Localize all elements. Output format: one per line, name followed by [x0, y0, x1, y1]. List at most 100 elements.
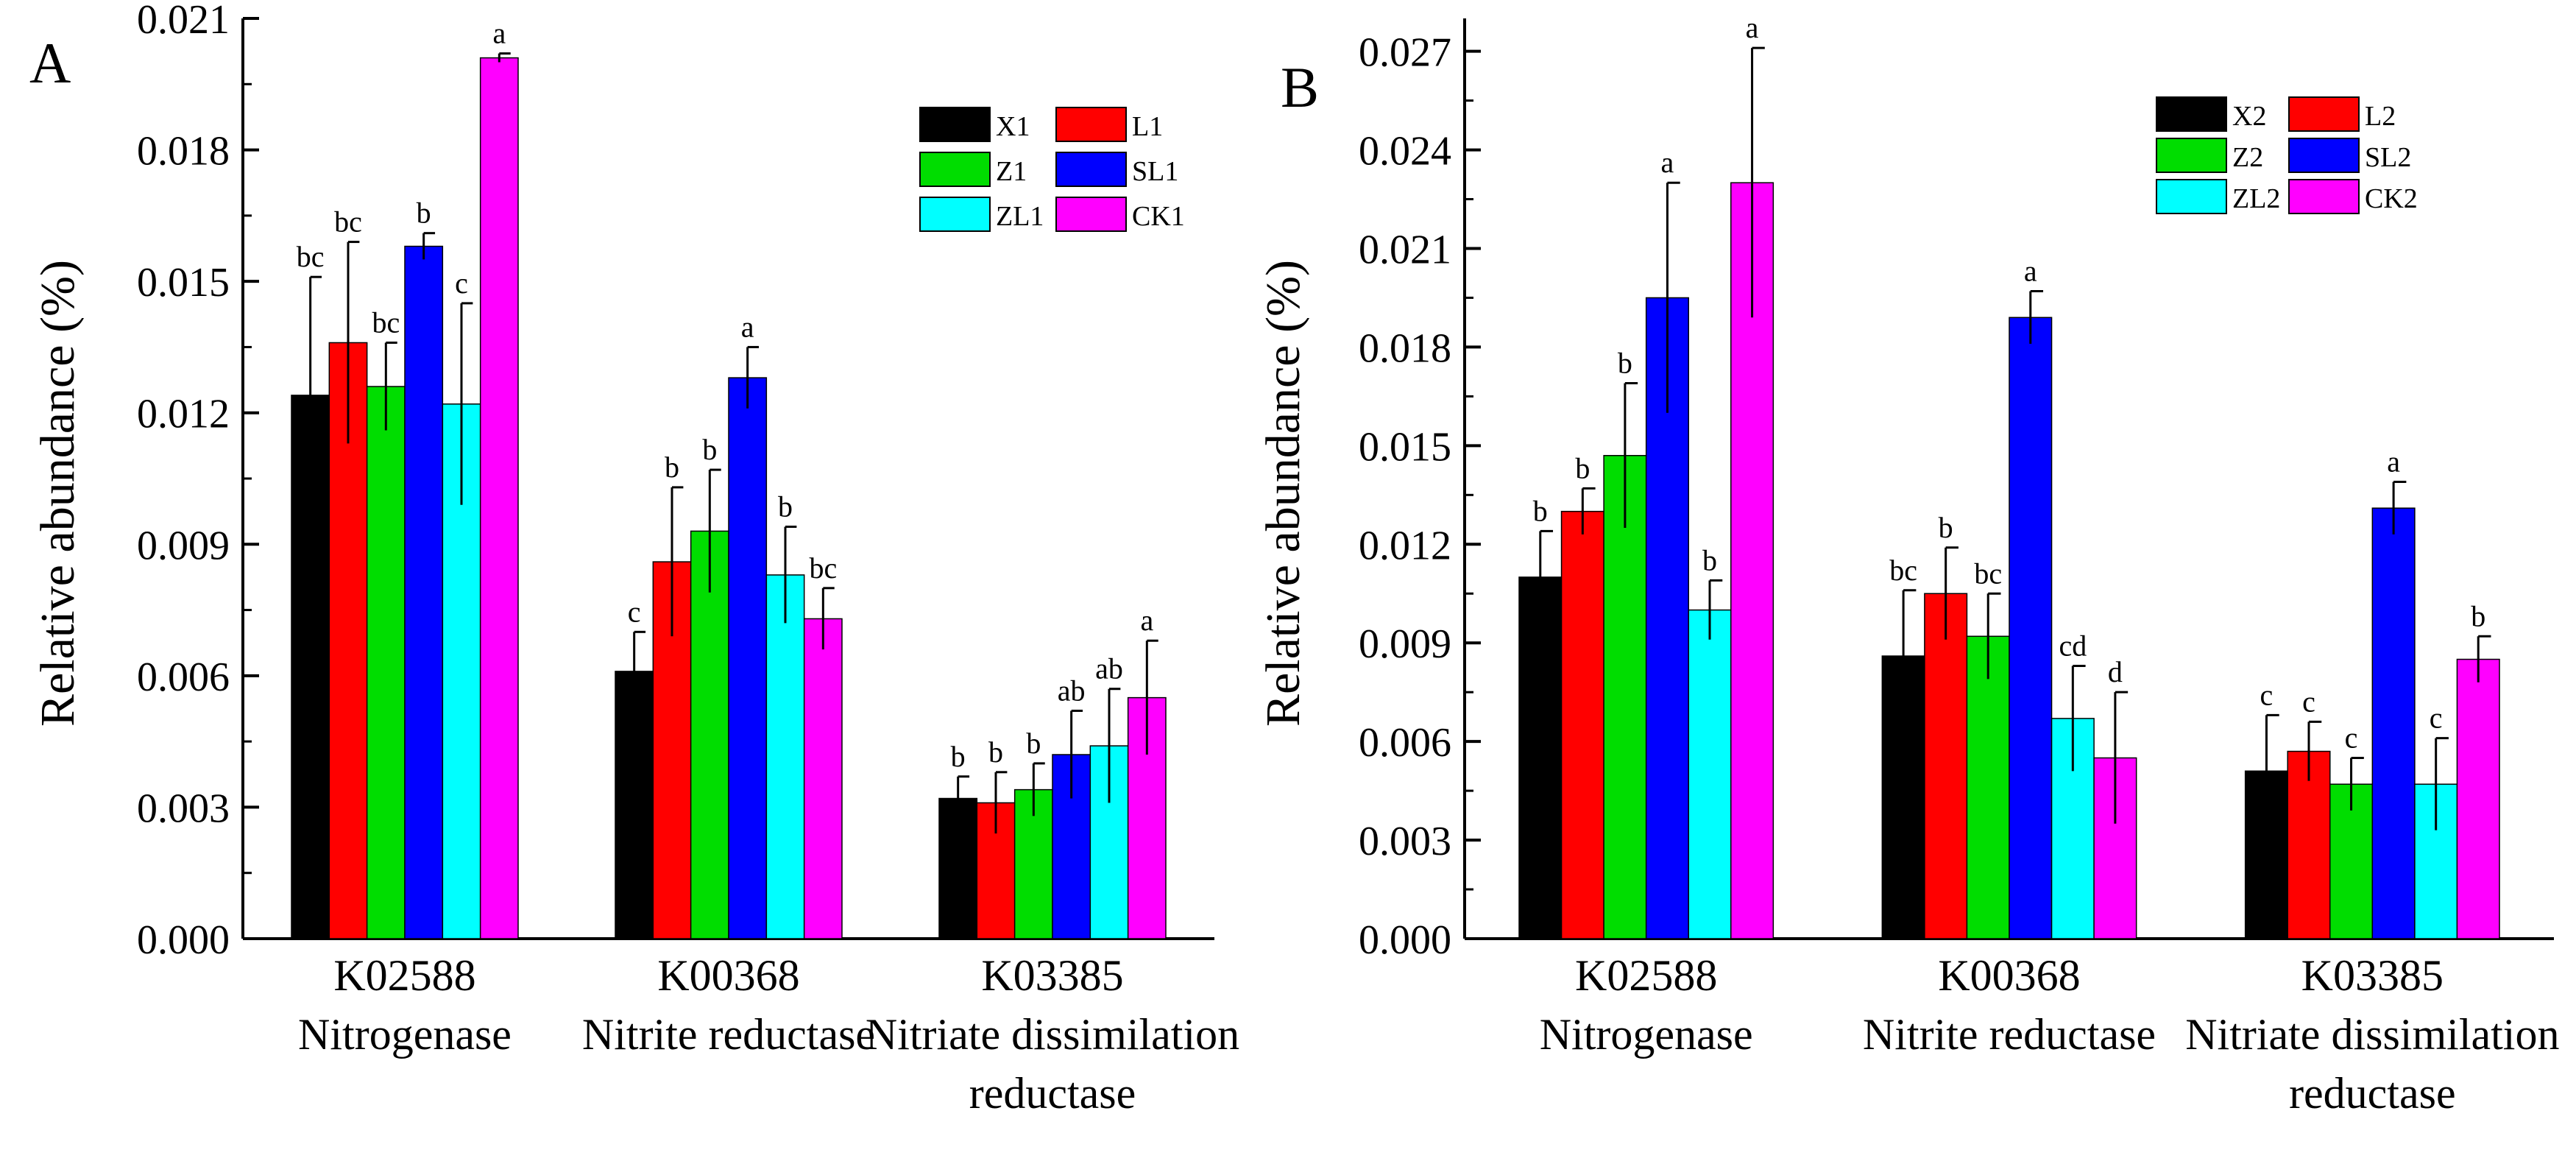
significance-label: c — [2345, 721, 2358, 754]
bar-l2-k00368 — [1924, 593, 1968, 939]
legend-label: X1 — [996, 111, 1030, 142]
significance-label: b — [702, 433, 717, 466]
significance-label: bc — [1889, 554, 1917, 587]
significance-label: b — [778, 490, 793, 523]
legend-label: SL2 — [2365, 142, 2411, 173]
significance-label: a — [2024, 255, 2037, 288]
y-tick-label: 0.009 — [1359, 621, 1451, 667]
y-tick-label: 0.015 — [1359, 424, 1451, 470]
significance-label: bc — [809, 551, 837, 585]
significance-label: d — [2108, 655, 2123, 688]
significance-label: b — [417, 197, 431, 230]
y-tick-label: 0.006 — [137, 654, 230, 700]
x-tick-label-name: reductase — [969, 1069, 1136, 1118]
panel-label: B — [1281, 55, 1319, 119]
y-tick-label: 0.018 — [1359, 325, 1451, 371]
bar-zl2-k00368 — [2050, 718, 2095, 939]
x-tick-label-name: Nitrite reductase — [1863, 1010, 2156, 1059]
legend-swatch-zl1 — [919, 197, 991, 232]
legend-label: ZL1 — [996, 201, 1044, 232]
legend-label: Z2 — [2232, 142, 2263, 173]
legend-label: L2 — [2365, 101, 2396, 132]
panel-label: A — [29, 31, 71, 95]
significance-label: c — [628, 595, 641, 628]
y-axis-title: Relative abundance (%) — [1256, 260, 1310, 727]
y-tick-label: 0.024 — [1359, 129, 1451, 174]
y-tick-label: 0.012 — [137, 392, 230, 437]
y-tick-label: 0.027 — [1359, 30, 1451, 76]
significance-label: a — [2387, 445, 2400, 478]
y-tick-label: 0.021 — [137, 0, 230, 43]
legend-swatch-z2 — [2156, 138, 2227, 173]
significance-label: a — [741, 310, 754, 343]
x-tick-label-code: K02588 — [1575, 951, 1717, 1000]
legend-swatch-ck1 — [1055, 197, 1127, 232]
legend-swatch-sl1 — [1055, 152, 1127, 187]
x-tick-label-code: K02588 — [333, 951, 475, 1000]
x-tick-label-name: Nitriate dissimilation — [2185, 1010, 2559, 1059]
y-tick-label: 0.000 — [137, 917, 230, 963]
bar-z2-k02588 — [1603, 455, 1647, 939]
y-tick-label: 0.000 — [1359, 917, 1451, 963]
significance-label: ab — [1058, 674, 1086, 707]
legend-swatch-x2 — [2156, 96, 2227, 132]
y-tick-label: 0.021 — [1359, 227, 1451, 273]
x-tick-label-code: K00368 — [657, 951, 799, 1000]
significance-label: bc — [1974, 557, 2002, 590]
y-tick-label: 0.018 — [137, 129, 230, 174]
bar-x1-k00368 — [615, 671, 654, 939]
bar-l2-k02588 — [1560, 510, 1604, 939]
legend-swatch-z1 — [919, 152, 991, 187]
significance-label: cd — [2059, 629, 2087, 662]
significance-label: b — [1575, 451, 1590, 484]
significance-label: b — [2471, 599, 2485, 632]
significance-label: a — [1746, 11, 1759, 44]
significance-label: bc — [297, 240, 325, 273]
legend-swatch-l1 — [1055, 107, 1127, 142]
legend-swatch-sl2 — [2288, 138, 2360, 173]
significance-label: c — [455, 267, 468, 300]
bar-ck1-k00368 — [803, 618, 843, 939]
significance-label: b — [988, 735, 1003, 769]
bar-zl1-k00368 — [765, 574, 805, 939]
legend-label: X2 — [2232, 101, 2266, 132]
bar-sl1-k00368 — [728, 377, 768, 939]
significance-label: a — [1661, 146, 1674, 179]
significance-label: b — [1533, 494, 1548, 527]
bar-zl2-k02588 — [1688, 609, 1732, 939]
legend-label: ZL2 — [2232, 183, 2280, 214]
significance-label: b — [1939, 511, 1953, 544]
legend-swatch-zl2 — [2156, 179, 2227, 214]
significance-label: a — [1140, 604, 1153, 637]
legend-label: Z1 — [996, 156, 1027, 187]
bar-sl2-k03385 — [2371, 507, 2416, 939]
x-tick-label-name: Nitrite reductase — [582, 1010, 875, 1059]
x-tick-label-code: K03385 — [981, 951, 1123, 1000]
legend-label: CK2 — [2365, 183, 2418, 214]
x-tick-label-name: Nitriate dissimilation — [866, 1010, 1239, 1059]
x-tick-label-name: Nitrogenase — [1540, 1010, 1753, 1059]
bar-z2-k00368 — [1966, 635, 2010, 939]
y-axis-title: Relative abundance (%) — [31, 260, 85, 727]
significance-label: ab — [1095, 652, 1123, 685]
significance-label: a — [492, 17, 506, 50]
significance-label: b — [1702, 543, 1717, 576]
y-tick-label: 0.009 — [137, 523, 230, 568]
legend-swatch-x1 — [919, 107, 991, 142]
significance-label: c — [2430, 702, 2443, 735]
legend-label: CK1 — [1132, 201, 1185, 232]
significance-label: b — [1026, 727, 1041, 760]
x-tick-label-code: K03385 — [2301, 951, 2444, 1000]
chart-panel-a: A 0.000 0.003 0.006 0.009 0.012 0.015 0.018 0.02… — [29, 0, 1239, 1118]
y-tick-label: 0.012 — [1359, 523, 1451, 568]
significance-label: bc — [372, 306, 400, 339]
bar-sl2-k00368 — [2009, 317, 2053, 939]
legend-label: L1 — [1132, 111, 1163, 142]
significance-label: b — [665, 451, 679, 484]
bar-sl1-k02588 — [404, 245, 444, 939]
y-tick-label: 0.015 — [137, 260, 230, 306]
x-tick-label-code: K00368 — [1938, 951, 2080, 1000]
significance-label: bc — [334, 205, 362, 239]
bar-ck1-k02588 — [479, 57, 519, 939]
